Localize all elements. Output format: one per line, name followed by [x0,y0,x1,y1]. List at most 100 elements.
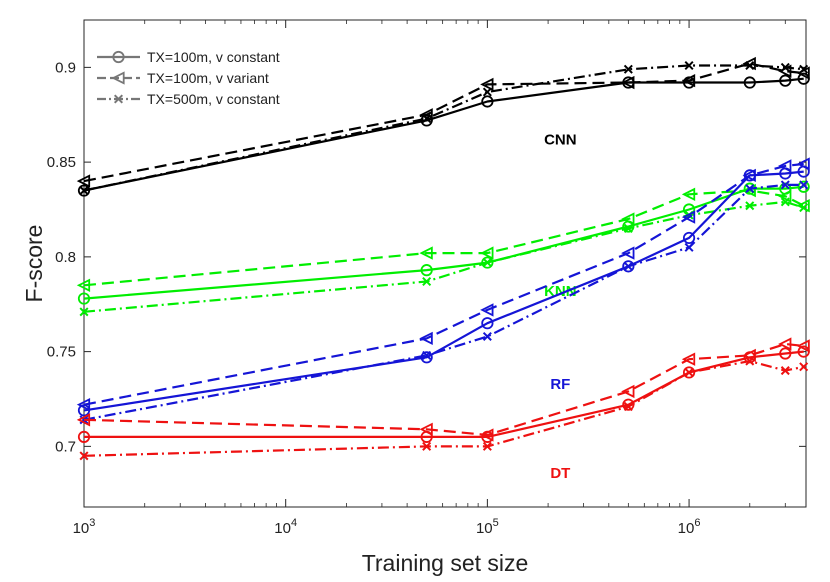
x-tick-label: 103 [73,517,96,537]
model-dt [76,337,810,461]
y-tick-label: 0.85 [47,154,76,171]
data-point-triangle-left [621,384,635,399]
data-point-circle [481,256,494,269]
data-point-triangle-left [480,303,494,317]
data-point-x [684,242,694,252]
y-tick-label: 0.7 [55,438,76,455]
data-point-triangle-left [419,422,433,436]
model-rf [76,157,810,425]
data-point-triangle-left [778,189,792,203]
data-point-x [623,64,633,74]
data-point-triangle-left [621,212,635,226]
data-point-x [482,441,492,451]
data-point-x [745,184,755,194]
data-point-x [780,197,790,207]
data-point-x [799,362,809,372]
plot-area [83,19,807,508]
y-tick-label: 0.75 [47,344,76,361]
data-point-x [79,186,89,196]
x-tick-label: 105 [476,517,499,537]
series-line-cnn-dashdot [83,64,804,192]
data-point-x [482,331,492,341]
data-point-circle [420,264,433,277]
data-point-triangle-left [480,77,494,92]
model-label-cnn: CNN [544,131,577,148]
y-axis-title: F-score [21,225,47,303]
series-line-rf-dashed [83,162,804,406]
data-point-triangle-left [681,210,696,224]
data-point-triangle-left [480,246,494,260]
series-line-knn-dashdot [83,200,805,313]
data-point-triangle-left [742,168,756,183]
data-point-triangle-left [681,352,696,366]
data-point-x [745,356,755,366]
data-point-x [422,276,432,287]
legend-marker-triangle-left [111,71,125,85]
data-point-x [623,261,633,271]
series-line-dt-dashed [83,342,804,437]
data-point-x [780,62,790,72]
data-point-triangle-left [480,428,494,442]
data-point-triangle-left [681,73,696,88]
data-point-x [79,451,89,461]
data-point-circle [77,184,91,197]
data-point-x [482,87,492,97]
data-point-triangle-left [419,331,433,346]
legend-label: TX=100m, v constant [147,49,280,65]
y-tick-label: 0.9 [55,59,76,76]
data-point-circle [797,180,810,193]
data-point-triangle-left [796,157,810,171]
data-point-triangle-left [681,187,696,201]
data-point-x [780,180,790,190]
y-tick-label: 0.8 [55,249,76,266]
data-point-x [799,180,809,190]
model-label-dt: DT [550,465,570,482]
data-point-x [780,366,790,376]
data-point-circle [743,76,756,89]
data-point-circle [779,347,792,360]
data-point-triangle-left [76,174,91,188]
data-point-triangle-left [621,246,635,260]
data-point-circle [77,430,91,443]
data-point-triangle-left [742,348,756,363]
series-line-knn-dashed [83,189,805,287]
data-point-circle [682,231,696,245]
data-point-triangle-left [621,75,635,90]
data-point-x [623,223,633,233]
x-axis-title: Training set size [362,550,529,576]
data-point-circle [622,260,635,273]
data-point-x [799,203,809,213]
data-point-triangle-left [76,413,91,427]
data-point-x [745,201,755,211]
data-point-x [482,258,492,268]
data-point-x [684,60,694,70]
data-point-circle [779,74,792,87]
data-point-circle [77,292,91,305]
legend: TX=100m, v constant TX=100m, v variant TX=… [97,49,280,107]
data-point-x [799,64,809,74]
model-label-knn: KNN [544,283,577,300]
data-point-triangle-left [419,246,433,260]
legend-marker-x [113,94,124,104]
series-line-rf-dashdot [83,183,804,421]
data-point-triangle-left [76,278,91,292]
legend-label: TX=100m, v variant [147,70,269,86]
x-tick-label: 106 [678,517,701,537]
data-point-circle [481,317,494,330]
data-point-circle [481,95,494,108]
data-point-x [422,441,432,451]
data-point-triangle-left [778,337,792,351]
data-point-x [422,114,432,124]
data-point-triangle-left [778,159,792,173]
x-tick-label: 104 [274,517,297,537]
data-point-triangle-left [796,339,810,353]
data-point-x [623,402,633,412]
data-point-x [422,350,432,360]
data-point-x [684,367,694,377]
legend-marker-circle [112,50,125,64]
data-point-x [745,60,755,70]
model-cnn [76,56,810,197]
model-label-rf: RF [550,376,570,393]
data-point-x [79,307,89,317]
